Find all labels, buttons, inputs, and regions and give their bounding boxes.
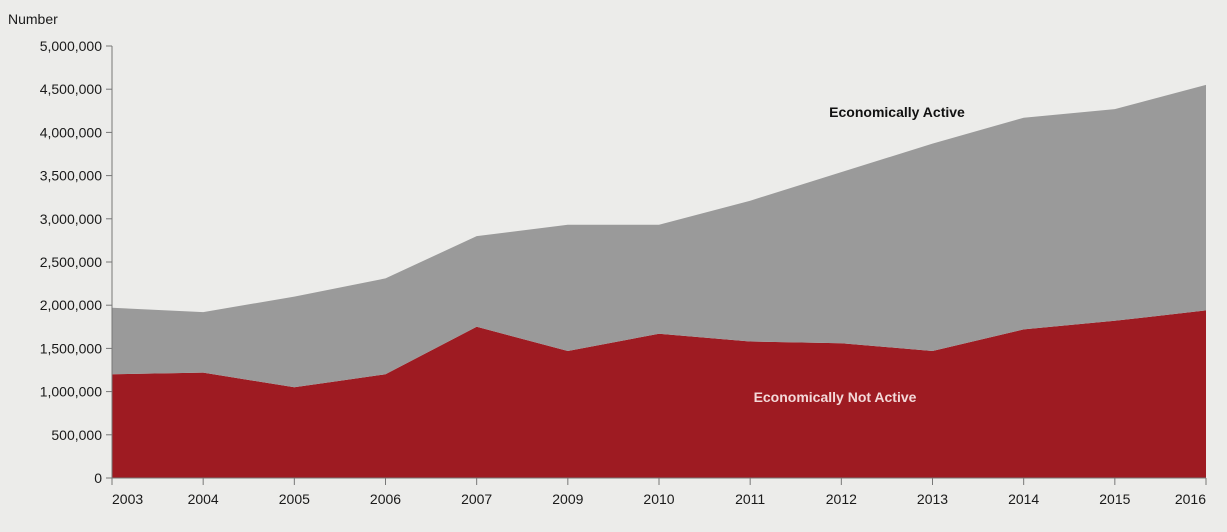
y-tick-label: 4,000,000 bbox=[40, 124, 102, 140]
plot-areas bbox=[112, 84, 1206, 478]
y-tick-label: 3,500,000 bbox=[40, 168, 102, 184]
area-economically-not-active bbox=[112, 310, 1206, 478]
x-tick-label: 2005 bbox=[279, 491, 310, 507]
y-tick-label: 3,000,000 bbox=[40, 211, 102, 227]
y-axis: 0 500,000 1,000,000 1,500,000 2,000,000 2,500… bbox=[40, 38, 113, 486]
x-tick-label: 2010 bbox=[643, 491, 674, 507]
x-tick-label: 2014 bbox=[1008, 491, 1039, 507]
series-label-economically-not-active: Economically Not Active bbox=[754, 389, 917, 405]
y-tick-label: 5,000,000 bbox=[40, 38, 102, 54]
series-label-economically-active: Economically Active bbox=[829, 104, 965, 120]
x-tick-label: 2012 bbox=[826, 491, 857, 507]
y-tick-label: 2,000,000 bbox=[40, 297, 102, 313]
y-tick-label: 0 bbox=[94, 470, 102, 486]
x-tick-label: 2007 bbox=[461, 491, 492, 507]
x-tick-label: 2016 bbox=[1175, 491, 1206, 507]
y-tick-label: 1,500,000 bbox=[40, 340, 102, 356]
x-tick-label: 2006 bbox=[370, 491, 401, 507]
x-axis: 2003 2004 2005 2006 2007 2009 2010 2011 2012 2013… bbox=[111, 477, 1207, 507]
x-tick-label: 2015 bbox=[1099, 491, 1130, 507]
x-tick-label: 2011 bbox=[735, 491, 765, 507]
y-tick-label: 500,000 bbox=[51, 427, 102, 443]
x-tick-label: 2013 bbox=[917, 491, 948, 507]
y-tick-label: 4,500,000 bbox=[40, 81, 102, 97]
y-tick-label: 2,500,000 bbox=[40, 254, 102, 270]
area-economically-active bbox=[112, 84, 1206, 388]
x-tick-label: 2009 bbox=[552, 491, 583, 507]
x-tick-label: 2004 bbox=[188, 491, 219, 507]
x-tick-label: 2003 bbox=[112, 491, 143, 507]
y-tick-label: 1,000,000 bbox=[40, 384, 102, 400]
y-axis-title: Number bbox=[8, 11, 58, 27]
